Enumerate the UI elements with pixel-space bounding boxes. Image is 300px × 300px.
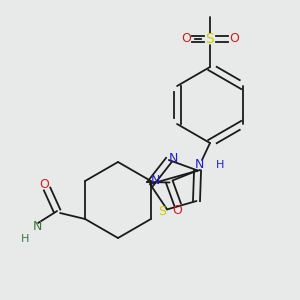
Text: N: N xyxy=(32,220,42,233)
Text: H: H xyxy=(216,160,224,170)
Text: O: O xyxy=(229,32,239,46)
Text: O: O xyxy=(39,178,49,190)
Text: S: S xyxy=(206,32,214,46)
Text: N: N xyxy=(195,158,204,172)
Text: N: N xyxy=(169,152,178,164)
Text: O: O xyxy=(181,32,191,46)
Text: N: N xyxy=(151,175,160,188)
Text: S: S xyxy=(158,205,166,218)
Text: O: O xyxy=(172,204,182,217)
Text: H: H xyxy=(21,234,29,244)
